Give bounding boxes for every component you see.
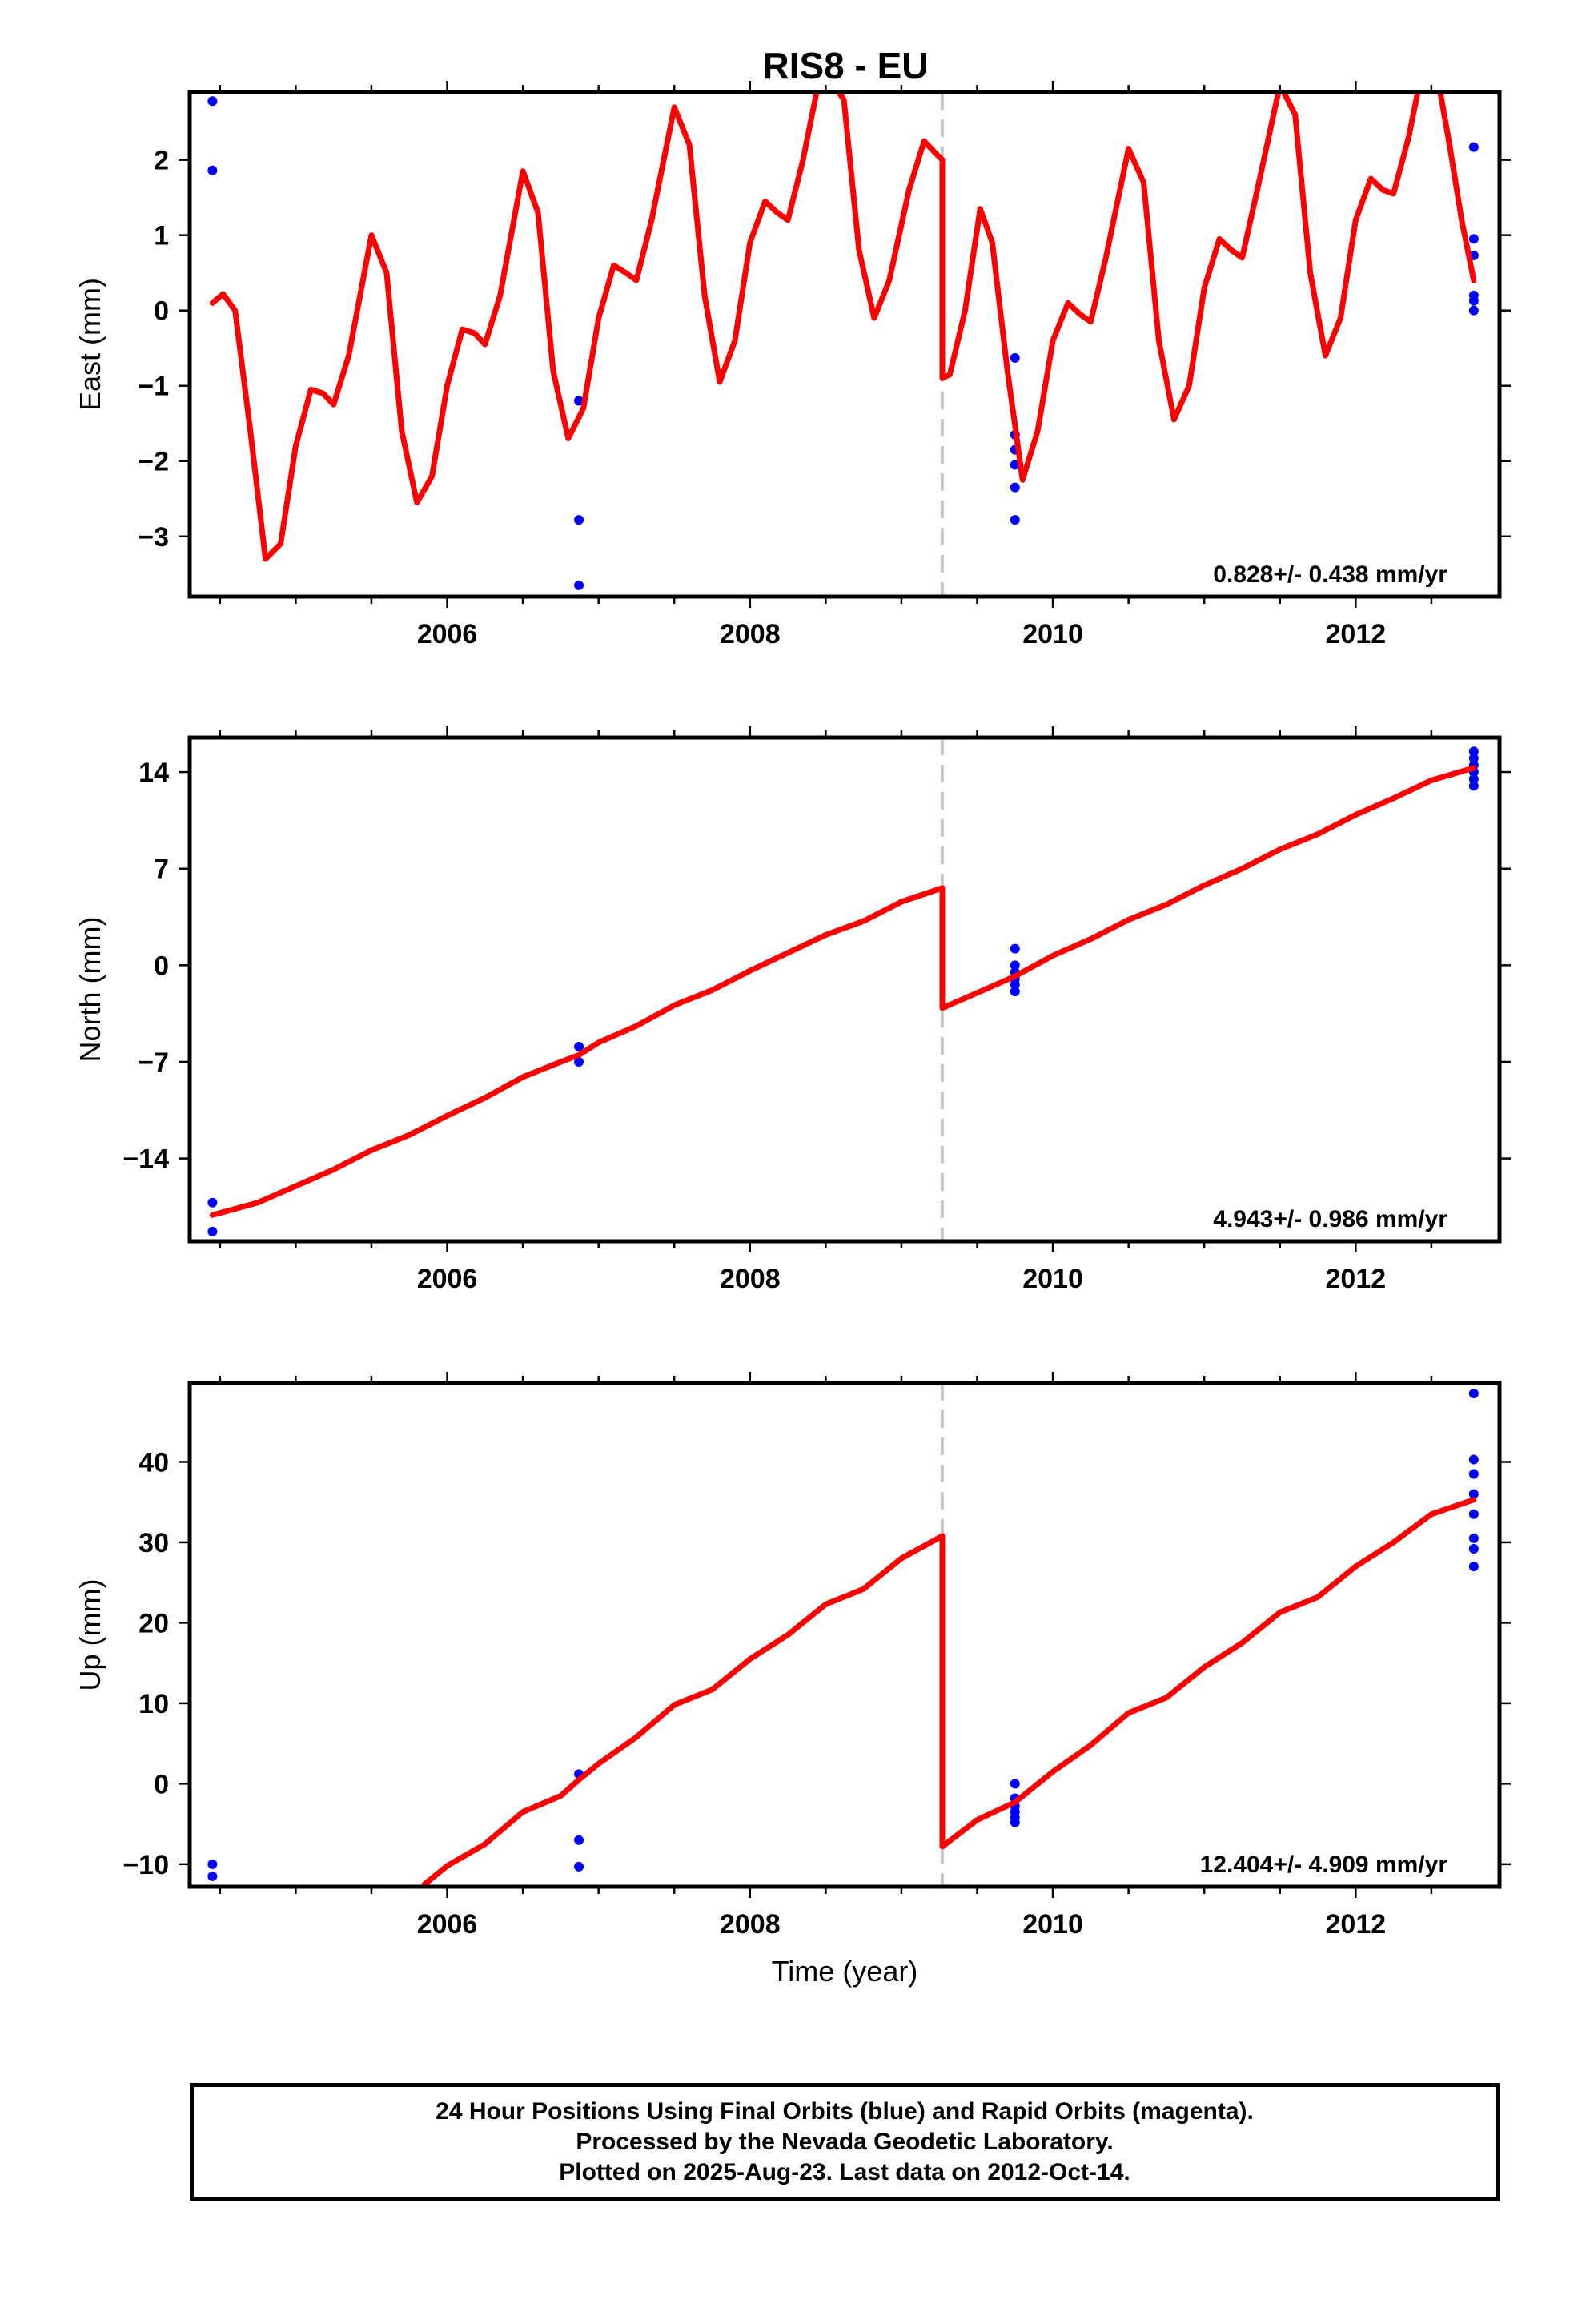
footer-line-1: 24 Hour Positions Using Final Orbits (bl… — [436, 2098, 1254, 2125]
y-tick-label: 14 — [139, 758, 169, 788]
x-tick-label: 2010 — [1022, 1909, 1083, 1940]
data-point — [1468, 1469, 1479, 1479]
y-tick-label: −14 — [122, 1144, 169, 1175]
data-point — [1468, 142, 1479, 152]
y-tick-label: 10 — [139, 1689, 169, 1719]
data-point — [1010, 943, 1020, 954]
data-point — [1468, 234, 1479, 244]
data-point — [574, 1042, 584, 1052]
plot-area — [207, 92, 1479, 590]
data-point — [1468, 296, 1479, 306]
data-point — [574, 396, 584, 406]
x-tick-label: 2012 — [1326, 1264, 1387, 1294]
footer-line-2: Processed by the Nevada Geodetic Laborat… — [576, 2129, 1114, 2155]
x-tick-label: 2012 — [1326, 619, 1387, 649]
y-tick-label: 20 — [139, 1608, 169, 1638]
data-point — [1010, 1817, 1020, 1827]
figure-title: RIS8 - EU — [762, 45, 928, 86]
model-fit-line — [209, 765, 1477, 1218]
y-tick-label: 0 — [154, 951, 169, 981]
data-point — [207, 165, 218, 175]
y-tick-label: 1 — [154, 221, 169, 251]
y-tick-label: −10 — [122, 1850, 169, 1880]
data-point — [1468, 746, 1479, 757]
x-tick-label: 2006 — [417, 1909, 478, 1940]
data-point — [1010, 987, 1020, 997]
data-point — [574, 1056, 584, 1067]
y-tick-label: −7 — [138, 1047, 169, 1078]
data-point — [1468, 1543, 1479, 1554]
plot-area — [207, 1389, 1479, 1887]
data-point — [1468, 774, 1479, 784]
y-tick-label: 0 — [154, 1769, 169, 1799]
x-tick-label: 2008 — [720, 1264, 781, 1294]
data-point — [1468, 1562, 1479, 1572]
y-axis-label: North (mm) — [74, 917, 106, 1063]
y-tick-label: −2 — [138, 447, 169, 477]
y-tick-label: 7 — [154, 854, 169, 885]
data-point — [1010, 979, 1020, 990]
plot-area — [207, 746, 1479, 1236]
data-point — [574, 1835, 584, 1845]
x-tick-label: 2010 — [1022, 619, 1083, 649]
data-point — [1010, 352, 1020, 363]
x-axis-label: Time (year) — [772, 1955, 918, 1988]
data-point — [207, 1226, 218, 1236]
data-point — [1468, 1454, 1479, 1465]
data-point — [1010, 515, 1020, 525]
data-point — [1468, 1533, 1479, 1543]
data-point — [1468, 781, 1479, 791]
velocity-rate-label: 0.828+/- 0.438 mm/yr — [1213, 561, 1447, 588]
model-fit-line — [421, 1497, 1477, 1887]
x-tick-label: 2006 — [417, 1264, 478, 1294]
y-tick-label: 30 — [139, 1528, 169, 1558]
x-tick-label: 2010 — [1022, 1264, 1083, 1294]
x-tick-label: 2008 — [720, 1909, 781, 1940]
model-fit-line — [209, 92, 1477, 562]
panel-frame — [187, 1381, 1502, 1889]
data-point — [207, 96, 218, 107]
y-axis-label: Up (mm) — [74, 1579, 106, 1691]
data-point — [1010, 1779, 1020, 1789]
y-tick-label: 40 — [139, 1447, 169, 1478]
panel-1: 2006 2008 2010 2012 −3 −2 −1 0 1 2 East (mm) 0.828+… — [74, 81, 1511, 649]
data-point — [574, 515, 584, 525]
footer-line-3: Plotted on 2025-Aug-23. Last data on 201… — [559, 2159, 1130, 2185]
data-point — [1468, 305, 1479, 316]
y-tick-label: 0 — [154, 296, 169, 327]
data-point — [1468, 1509, 1479, 1519]
panel-3: 2006 2008 2010 2012 −10 0 10 20 30 40 Up (mm) 12.40… — [74, 1372, 1511, 1988]
velocity-rate-label: 4.943+/- 0.986 mm/yr — [1213, 1206, 1447, 1232]
x-tick-label: 2008 — [720, 619, 781, 649]
y-tick-label: −1 — [138, 372, 169, 402]
panel-2: 2006 2008 2010 2012 −14 −7 0 7 14 North (mm) 4.943… — [74, 726, 1511, 1294]
x-tick-label: 2006 — [417, 619, 478, 649]
panel-frame — [187, 90, 1502, 599]
footer-caption-box: 24 Hour Positions Using Final Orbits (bl… — [190, 2083, 1500, 2201]
x-tick-label: 2012 — [1326, 1909, 1387, 1940]
data-point — [1468, 753, 1479, 763]
data-point — [207, 1859, 218, 1869]
data-point — [207, 1871, 218, 1881]
data-point — [207, 1197, 218, 1208]
data-point — [1468, 1489, 1479, 1499]
y-tick-label: −3 — [138, 522, 169, 553]
data-point — [1468, 1389, 1479, 1399]
y-tick-label: 2 — [154, 146, 169, 176]
velocity-rate-label: 12.404+/- 4.909 mm/yr — [1200, 1852, 1448, 1878]
data-point — [574, 1861, 584, 1872]
data-point — [1010, 960, 1020, 971]
data-point — [1010, 482, 1020, 493]
y-axis-label: East (mm) — [74, 278, 106, 411]
data-point — [574, 580, 584, 590]
panel-frame — [187, 735, 1502, 1244]
